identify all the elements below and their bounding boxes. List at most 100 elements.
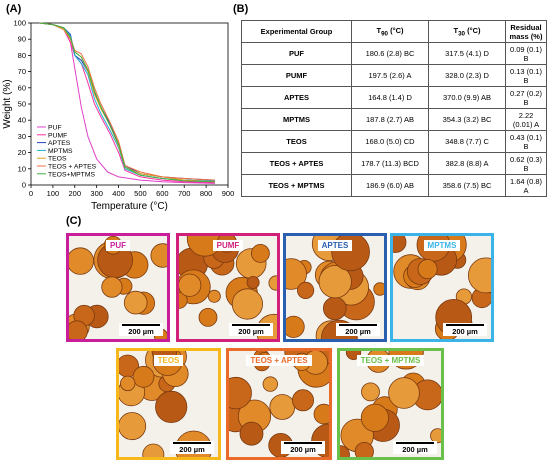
scale-bar: 200 µm [393, 441, 437, 454]
table-cell-group: TEOS + MPTMS [241, 174, 352, 197]
micrograph-label: TEOS + APTES [229, 355, 329, 366]
y-tick-label-0: 0 [22, 181, 26, 190]
microsphere [262, 376, 279, 392]
microsphere [297, 281, 315, 300]
table-cell-group: TEOS + APTES [241, 152, 352, 175]
micrograph-label: PUF [69, 240, 167, 251]
table-cell: 2.22 (0.01) A [505, 108, 547, 131]
y-tick-label-8: 80 [18, 51, 26, 60]
x-tick-label-9: 900 [222, 189, 235, 198]
micrograph-aptes: APTES 200 µm [283, 233, 387, 342]
legend-label-1: PUMF [48, 132, 67, 139]
microsphere [360, 403, 390, 432]
microsphere [229, 376, 252, 410]
micrograph-label: APTES [286, 240, 384, 251]
microsphere [430, 428, 441, 444]
microsphere [69, 247, 94, 275]
micrograph-label-text: APTES [317, 240, 353, 251]
y-tick-label-3: 30 [18, 132, 26, 141]
microsphere [269, 394, 296, 420]
microsphere [318, 265, 352, 299]
table-cell: 317.5 (4.1) D [428, 42, 506, 65]
micrograph-label-text: MPTMS [423, 240, 461, 251]
table-row: PUF 180.6 (2.8) BC 317.5 (4.1) D 0.09 (0.1)… [241, 42, 547, 65]
x-tick-label-6: 600 [156, 189, 169, 198]
microsphere [101, 276, 123, 298]
microsphere [251, 243, 270, 263]
table-cell: 197.5 (2.6) A [351, 64, 429, 87]
x-axis-label: Temperature (°C) [91, 201, 168, 212]
microsphere [150, 243, 167, 268]
panel-label-c: (C) [66, 215, 82, 227]
x-tick-label-3: 300 [90, 189, 103, 198]
microsphere [323, 296, 347, 321]
micrograph-teos-aptes: TEOS + APTES 200 µm [226, 348, 332, 460]
table-cell: 382.8 (8.8) A [428, 152, 506, 175]
table-cell: 0.43 (0.1) B [505, 130, 547, 153]
y-tick-label-4: 40 [18, 116, 26, 125]
microsphere [239, 421, 264, 446]
table-cell: 180.6 (2.8) BC [351, 42, 429, 65]
header-t30: T30 (°C) [428, 20, 506, 43]
table-row: PUMF 197.5 (2.6) A 328.0 (2.3) D 0.13 (0.1)… [241, 64, 547, 87]
table-cell: 1.64 (0.8) A [505, 174, 547, 197]
y-tick-label-1: 10 [18, 164, 26, 173]
micrograph-label: TEOS + MPTMS [340, 355, 441, 366]
table-cell: 187.8 (2.7) AB [351, 108, 429, 131]
table-cell: 0.62 (0.3) B [505, 152, 547, 175]
table-header-row: Experimental Group T90 (°C) T30 (°C) Res… [241, 20, 547, 43]
scale-bar: 200 µm [336, 323, 380, 336]
y-tick-label-5: 50 [18, 100, 26, 109]
scale-bar: 200 µm [443, 323, 487, 336]
y-tick-label-2: 20 [18, 148, 26, 157]
microsphere [292, 389, 315, 412]
micrograph-label: TEOS [119, 355, 218, 366]
microsphere [388, 377, 420, 409]
scale-bar: 200 µm [119, 323, 163, 336]
microsphere [142, 443, 165, 457]
x-tick-label-2: 200 [69, 189, 82, 198]
table-cell: 348.8 (7.7) C [428, 130, 506, 153]
scale-bar-line [396, 442, 434, 444]
scale-bar-text: 200 µm [290, 445, 316, 454]
table-cell: 164.8 (1.4) D [351, 86, 429, 109]
table-cell: 0.13 (0.1) B [505, 64, 547, 87]
table-row: MPTMS 187.8 (2.7) AB 354.3 (3.2) BC 2.22 (0… [241, 108, 547, 131]
table-cell: 168.0 (5.0) CD [351, 130, 429, 153]
table-cell: 0.09 (0.1) B [505, 42, 547, 65]
legend-label-5: TEOS + APTES [48, 164, 97, 171]
series-line-teos [39, 22, 215, 183]
micrograph-teos: TEOS 200 µm [116, 348, 221, 460]
series-line-pumf [39, 22, 215, 184]
microsphere [468, 257, 491, 294]
table-cell-group: PUF [241, 42, 352, 65]
microsphere-image [393, 236, 491, 339]
microsphere [179, 273, 202, 297]
microsphere [123, 290, 148, 315]
table-row: TEOS + APTES 178.7 (11.3) BCD 382.8 (8.8) … [241, 152, 547, 175]
micrograph-label-text: TEOS [153, 355, 184, 366]
legend-label-0: PUF [48, 125, 62, 132]
table-cell: 370.0 (9.9) AB [428, 86, 506, 109]
microsphere [179, 291, 188, 309]
micrograph-mptms: MPTMS 200 µm [390, 233, 494, 342]
scale-bar: 200 µm [229, 323, 273, 336]
micrograph-pumf: PUMF 200 µm [176, 233, 280, 342]
microsphere [373, 282, 384, 296]
table-cell: 358.6 (7.5) BC [428, 174, 506, 197]
scale-bar-line [173, 442, 211, 444]
microsphere [286, 258, 307, 290]
scale-bar-text: 200 µm [452, 327, 478, 336]
table-row: APTES 164.8 (1.4) D 370.0 (9.9) AB 0.27 (0.… [241, 86, 547, 109]
legend-label-6: TEOS+MPTMS [48, 171, 95, 178]
microsphere [340, 445, 350, 457]
table-cell-group: PUMF [241, 64, 352, 87]
y-tick-label-6: 60 [18, 83, 26, 92]
scale-bar-line [122, 324, 160, 326]
table-row: TEOS 168.0 (5.0) CD 348.8 (7.7) C 0.43 (0.1… [241, 130, 547, 153]
microsphere [207, 289, 221, 303]
microsphere [393, 236, 407, 253]
micrograph-label-text: PUF [106, 240, 130, 251]
micrograph-teos-mptms: TEOS + MPTMS 200 µm [337, 348, 444, 460]
microsphere [155, 390, 188, 424]
